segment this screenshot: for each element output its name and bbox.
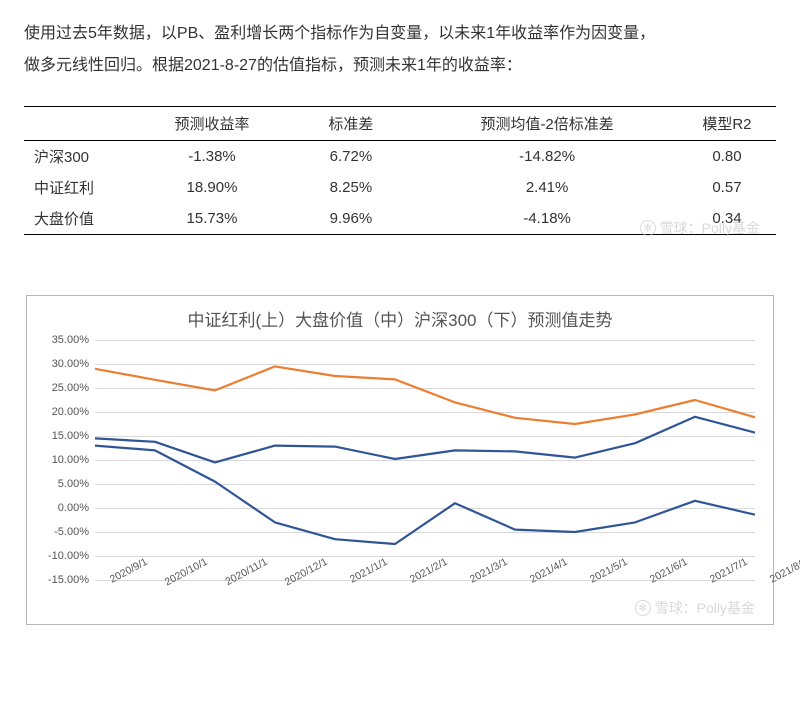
watermark-2: ✻ 雪球：Polly基金 (635, 598, 755, 618)
table-cell: -14.82% (416, 141, 678, 173)
chart-series-line (95, 446, 755, 544)
table-cell: 0.57 (678, 172, 776, 203)
watermark-text: 雪球：Polly基金 (655, 598, 755, 618)
chart-y-tick-label: 10.00% (52, 454, 89, 466)
table-body: 沪深300-1.38%6.72%-14.82%0.80中证红利18.90%8.2… (24, 141, 776, 235)
table-cell: 0.80 (678, 141, 776, 173)
chart-title: 中证红利(上）大盘价值（中）沪深300（下）预测值走势 (27, 296, 773, 331)
chart-svg (95, 340, 755, 580)
table-cell: 9.96% (286, 203, 417, 235)
table-cell: 沪深300 (24, 141, 138, 173)
table-cell: 2.41% (416, 172, 678, 203)
chart-y-tick-label: 15.00% (52, 430, 89, 442)
chart-y-tick-label: -15.00% (48, 574, 89, 586)
table-header-cell (24, 107, 138, 141)
chart-y-tick-label: 5.00% (58, 478, 89, 490)
chart-series-line (95, 417, 755, 463)
table-cell: 中证红利 (24, 172, 138, 203)
table-row: 沪深300-1.38%6.72%-14.82%0.80 (24, 141, 776, 173)
table-header-cell: 预测收益率 (138, 107, 285, 141)
chart-series-line (95, 366, 755, 424)
table-header-cell: 预测均值-2倍标准差 (416, 107, 678, 141)
intro-line-1: 使用过去5年数据，以PB、盈利增长两个指标作为自变量，以未来1年收益率作为因变量… (24, 25, 655, 42)
table-header-cell: 标准差 (286, 107, 417, 141)
table-cell: 18.90% (138, 172, 285, 203)
table-cell: 0.34 (678, 203, 776, 235)
chart-plot-area: 35.00%30.00%25.00%20.00%15.00%10.00%5.00… (95, 340, 755, 580)
table-row: 中证红利18.90%8.25%2.41%0.57 (24, 172, 776, 203)
prediction-table: 预测收益率标准差预测均值-2倍标准差模型R2 沪深300-1.38%6.72%-… (24, 106, 776, 235)
table-cell: 8.25% (286, 172, 417, 203)
table-cell: -4.18% (416, 203, 678, 235)
forecast-chart: 中证红利(上）大盘价值（中）沪深300（下）预测值走势 35.00%30.00%… (26, 295, 774, 625)
chart-y-tick-label: 30.00% (52, 358, 89, 370)
chart-y-tick-label: -5.00% (54, 526, 89, 538)
chart-y-tick-label: 25.00% (52, 382, 89, 394)
table-header-row: 预测收益率标准差预测均值-2倍标准差模型R2 (24, 107, 776, 141)
table-row: 大盘价值15.73%9.96%-4.18%0.34 (24, 203, 776, 235)
table-cell: 15.73% (138, 203, 285, 235)
table-cell: 6.72% (286, 141, 417, 173)
chart-y-tick-label: -10.00% (48, 550, 89, 562)
chart-y-tick-label: 0.00% (58, 502, 89, 514)
table-cell: -1.38% (138, 141, 285, 173)
chart-x-tick-label: 2021/8/1 (751, 556, 800, 595)
table-header-cell: 模型R2 (678, 107, 776, 141)
chart-y-tick-label: 35.00% (52, 334, 89, 346)
xueqiu-icon: ✻ (635, 600, 651, 616)
intro-paragraph: 使用过去5年数据，以PB、盈利增长两个指标作为自变量，以未来1年收益率作为因变量… (24, 18, 776, 82)
table-cell: 大盘价值 (24, 203, 138, 235)
chart-y-tick-label: 20.00% (52, 406, 89, 418)
intro-line-2: 做多元线性回归。根据2021-8-27的估值指标，预测未来1年的收益率： (24, 57, 522, 74)
